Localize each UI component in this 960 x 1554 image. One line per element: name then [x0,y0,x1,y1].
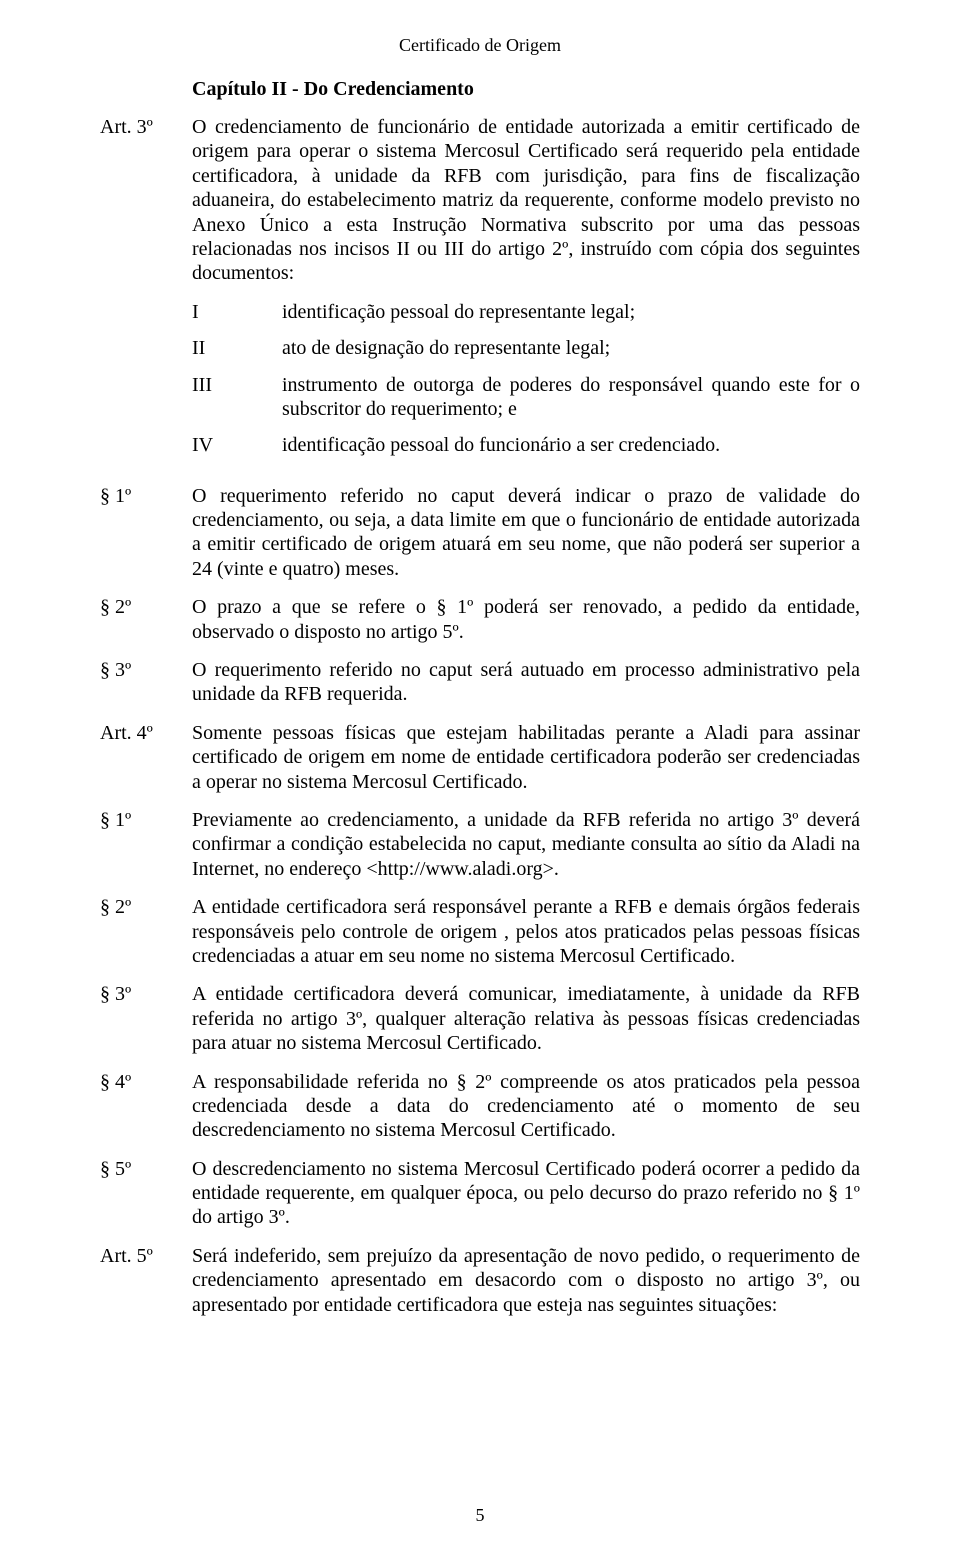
sub-item-III: III instrumento de outorga de poderes do… [192,373,860,422]
article-label: Art. 3º [100,115,192,470]
article-body: O credenciamento de funcionário de entid… [192,115,860,470]
article-label: § 5º [100,1157,192,1230]
sub-roman: II [192,336,282,360]
article-label: § 2º [100,595,192,644]
paragraph-2-art4: § 2º A entidade certificadora será respo… [100,895,860,968]
document-header: Certificado de Origem [100,35,860,56]
article-label: § 4º [100,1070,192,1143]
article-body: O prazo a que se refere o § 1º poderá se… [192,595,860,644]
paragraph-5-art4: § 5º O descredenciamento no sistema Merc… [100,1157,860,1230]
article-body: O requerimento referido no caput deverá … [192,484,860,582]
article-label: § 3º [100,658,192,707]
article-label: Art. 4º [100,721,192,794]
article-body: O descredenciamento no sistema Mercosul … [192,1157,860,1230]
article-label: § 3º [100,982,192,1055]
sub-text: ato de designação do representante legal… [282,336,860,360]
sub-item-IV: IV identificação pessoal do funcionário … [192,433,860,457]
paragraph-1-art4: § 1º Previamente ao credenciamento, a un… [100,808,860,881]
chapter-title: Capítulo II - Do Credenciamento [192,78,860,101]
sub-roman: IV [192,433,282,457]
article-body: A entidade certificadora deverá comunica… [192,982,860,1055]
article-body: A responsabilidade referida no § 2º comp… [192,1070,860,1143]
article-3: Art. 3º O credenciamento de funcionário … [100,115,860,470]
sub-text: identificação pessoal do representante l… [282,300,860,324]
paragraph-3-art4: § 3º A entidade certificadora deverá com… [100,982,860,1055]
article-body: Somente pessoas físicas que estejam habi… [192,721,860,794]
paragraph-2: § 2º O prazo a que se refere o § 1º pode… [100,595,860,644]
article-body: Será indeferido, sem prejuízo da apresen… [192,1244,860,1317]
document-page: Certificado de Origem Capítulo II - Do C… [0,0,960,1554]
sub-item-II: II ato de designação do representante le… [192,336,860,360]
article-body: Previamente ao credenciamento, a unidade… [192,808,860,881]
article-text: O credenciamento de funcionário de entid… [192,116,860,284]
sub-roman: III [192,373,282,422]
page-number: 5 [0,1505,960,1526]
paragraph-4-art4: § 4º A responsabilidade referida no § 2º… [100,1070,860,1143]
paragraph-1: § 1º O requerimento referido no caput de… [100,484,860,582]
article-body: O requerimento referido no caput será au… [192,658,860,707]
article-label: § 2º [100,895,192,968]
article-4: Art. 4º Somente pessoas físicas que este… [100,721,860,794]
article-label: Art. 5º [100,1244,192,1317]
article-body: A entidade certificadora será responsáve… [192,895,860,968]
article-5: Art. 5º Será indeferido, sem prejuízo da… [100,1244,860,1317]
sub-roman: I [192,300,282,324]
sub-text: identificação pessoal do funcionário a s… [282,433,860,457]
sub-text: instrumento de outorga de poderes do res… [282,373,860,422]
article-label: § 1º [100,808,192,881]
sub-item-I: I identificação pessoal do representante… [192,300,860,324]
article-label: § 1º [100,484,192,582]
sub-list: I identificação pessoal do representante… [192,300,860,458]
paragraph-3: § 3º O requerimento referido no caput se… [100,658,860,707]
